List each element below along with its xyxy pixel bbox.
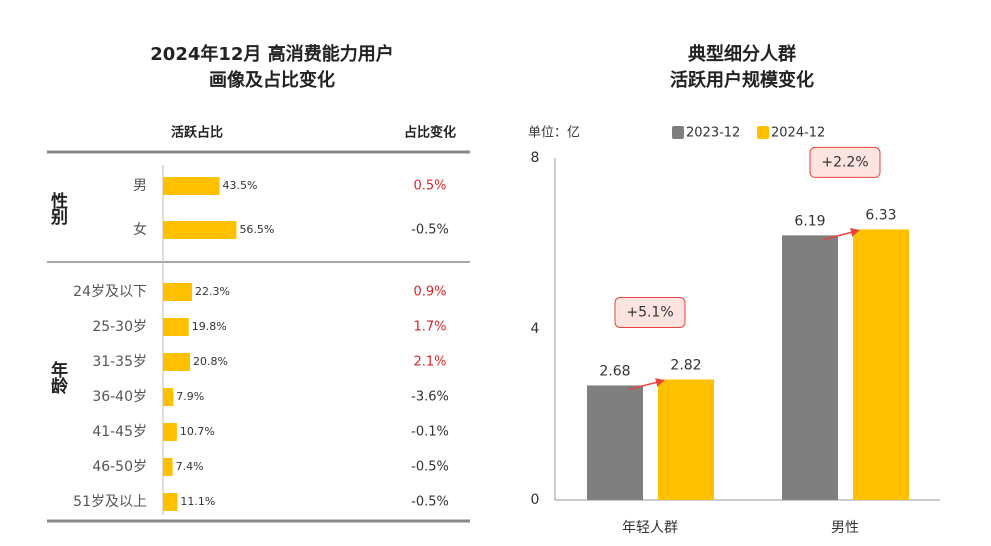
value-label: 2.82 [670, 357, 701, 373]
annotation: +2.2% [821, 154, 868, 170]
bar [163, 388, 174, 406]
right-title: 典型细分人群 [688, 43, 796, 65]
legend-label: 2024-12 [771, 126, 825, 141]
change-label: -3.6% [411, 390, 449, 405]
category-label: 25-30岁 [92, 319, 147, 335]
bar [163, 458, 173, 476]
change-label: -0.5% [411, 460, 449, 475]
value-label: 10.7% [180, 425, 215, 438]
value-label: 7.9% [176, 390, 204, 403]
group-label: 年龄 [47, 360, 68, 395]
legend-label: 2023-12 [686, 126, 740, 141]
bar [163, 423, 177, 441]
x-tick-label: 男性 [831, 520, 859, 536]
change-arrow [628, 378, 665, 391]
annotation-box [614, 296, 686, 328]
bar [163, 177, 220, 195]
change-label: 1.7% [413, 320, 446, 335]
category-label: 36-40岁 [92, 389, 147, 405]
bar [853, 229, 909, 500]
value-label: 6.19 [794, 213, 825, 229]
value-label: 43.5% [223, 179, 258, 192]
group-label: 性别 [47, 191, 69, 226]
value-label: 20.8% [193, 355, 228, 368]
category-label: 51岁及以上 [73, 494, 147, 510]
legend-swatch [757, 126, 769, 139]
value-label: 6.33 [865, 207, 896, 223]
y-tick-label: 8 [531, 150, 540, 166]
column-header: 活跃占比 [171, 125, 223, 141]
value-label: 11.1% [180, 495, 215, 508]
right-title: 活跃用户规模变化 [670, 69, 814, 91]
value-label: 2.68 [599, 363, 630, 379]
change-arrow [823, 228, 860, 241]
category-label: 24岁及以下 [73, 284, 147, 300]
bar [163, 283, 192, 301]
change-label: -0.5% [411, 495, 449, 510]
change-label: -0.5% [411, 223, 449, 238]
category-label: 女 [133, 221, 147, 238]
bar [782, 235, 838, 500]
x-tick-label: 年轻人群 [622, 520, 678, 536]
left-title: 画像及占比变化 [209, 69, 335, 91]
bar [587, 385, 643, 500]
bar [163, 353, 191, 371]
y-tick-label: 4 [531, 321, 540, 337]
bar [163, 493, 178, 511]
change-label: -0.1% [411, 425, 449, 440]
change-label: 0.9% [413, 285, 446, 300]
annotation: +5.1% [626, 304, 673, 320]
y-tick-label: 0 [531, 492, 540, 508]
value-label: 56.5% [239, 223, 274, 236]
category-label: 31-35岁 [92, 354, 147, 370]
bar [163, 221, 237, 239]
legend-swatch [672, 126, 684, 139]
change-label: 0.5% [413, 179, 446, 194]
bar [163, 318, 189, 336]
value-label: 22.3% [195, 285, 230, 298]
category-label: 男 [133, 178, 147, 194]
change-label: 2.1% [413, 355, 446, 370]
unit-label: 单位：亿 [528, 126, 580, 141]
left-title: 2024年12月 高消费能力用户 [150, 43, 393, 65]
column-header: 占比变化 [404, 125, 456, 141]
value-label: 19.8% [192, 320, 227, 333]
category-label: 41-45岁 [92, 424, 147, 440]
bar [658, 379, 714, 500]
value-label: 7.4% [176, 460, 204, 473]
category-label: 46-50岁 [92, 459, 147, 475]
annotation-box [809, 146, 881, 178]
